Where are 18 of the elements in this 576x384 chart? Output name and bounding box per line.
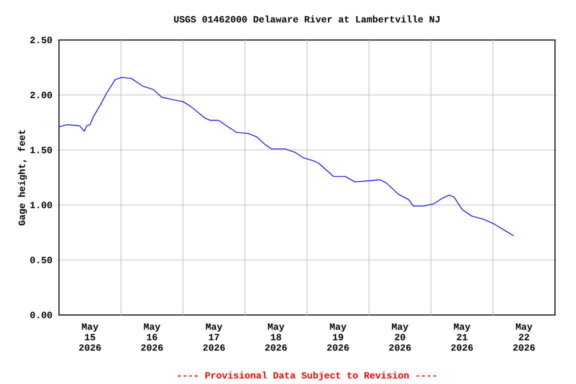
y-tick-label: 2.50 <box>30 36 52 44</box>
y-tick-label: 0.00 <box>30 312 52 318</box>
line-series <box>59 77 514 236</box>
x-tick-label: May 22 2026 <box>513 324 535 351</box>
x-tick-label: May 19 2026 <box>327 324 349 351</box>
y-tick-label: 1.50 <box>30 146 52 154</box>
y-tick-label: 1.00 <box>30 202 52 208</box>
chart-title: USGS 01462000 Delaware River at Lambertville NJ <box>174 16 440 22</box>
x-tick-label: May 16 2026 <box>141 324 163 351</box>
y-tick-label: 2.00 <box>30 92 52 98</box>
text: ---- Provisional Data Subject to Revision ---- <box>178 372 436 380</box>
x-tick-label: May 18 2026 <box>265 324 287 351</box>
x-tick-label: May 21 2026 <box>451 324 473 351</box>
y-tick-label: 0.50 <box>30 256 52 264</box>
x-tick-label: May 15 2026 <box>79 324 101 351</box>
y-axis-title: Gage height, feet <box>18 130 27 226</box>
x-tick-label: May 17 2026 <box>203 324 225 351</box>
x-tick-label: May 20 2026 <box>389 324 411 351</box>
